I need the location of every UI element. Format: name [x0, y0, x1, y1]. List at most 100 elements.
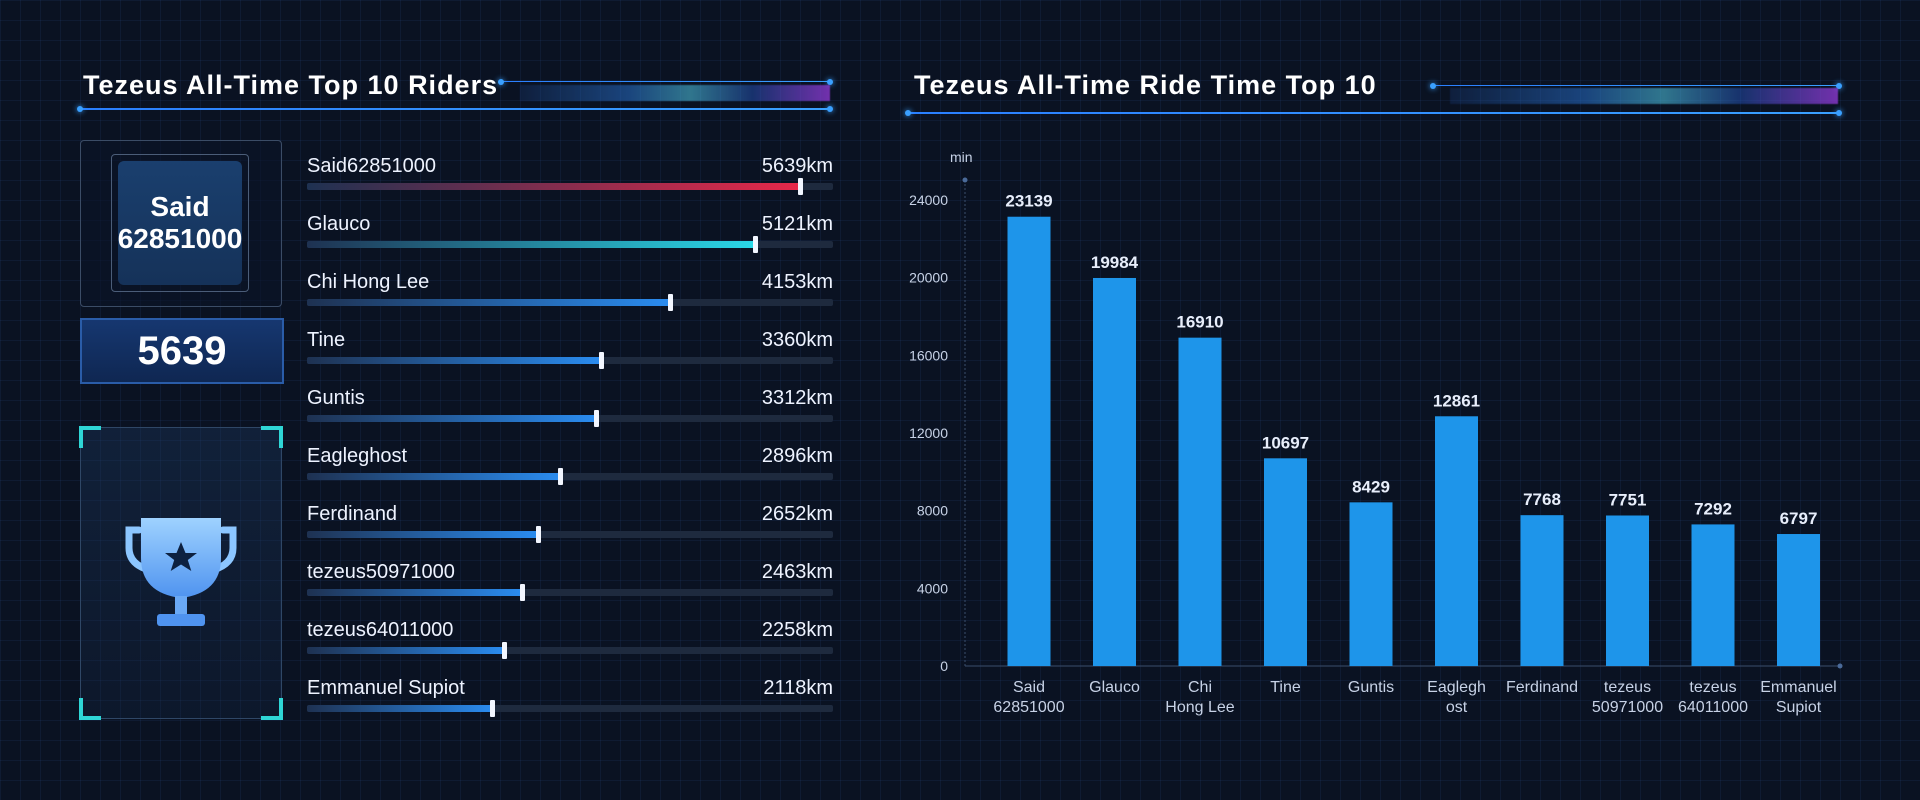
- chart-overline-dot-left: [1430, 83, 1436, 89]
- rider-distance: 5639km: [761, 155, 833, 177]
- bar-value-label: 19984: [1091, 253, 1139, 272]
- rider-progress-track: [307, 468, 833, 485]
- x-axis-end-dot: [1837, 663, 1843, 669]
- chart-title-dot-left: [905, 110, 911, 116]
- rider-name: Guntis: [307, 387, 365, 409]
- rider-progress-marker: [536, 526, 541, 543]
- top-rider-avatar: Said 62851000: [118, 161, 242, 285]
- y-tick-label: 12000: [909, 425, 948, 441]
- bar: [1178, 337, 1222, 666]
- rider-row: tezeus50971000 2463km: [307, 561, 833, 611]
- bar: [1264, 458, 1307, 666]
- rider-name: tezeus64011000: [307, 619, 454, 641]
- riders-panel-title: Tezeus All-Time Top 10 Riders: [83, 70, 499, 100]
- x-category-label: Chi: [1188, 679, 1212, 696]
- rider-progress-marker: [798, 178, 803, 195]
- rider-name: Tine: [307, 329, 346, 351]
- rider-row: Emmanuel Supiot 2118km: [307, 677, 833, 727]
- rider-name: tezeus50971000: [307, 561, 455, 583]
- rider-progress-track: [307, 352, 833, 369]
- bar-value-label: 23139: [1005, 192, 1052, 211]
- rider-distance: 3312km: [761, 387, 833, 409]
- rider-progress-marker: [490, 700, 495, 717]
- rider-row: Guntis 3312km: [307, 387, 833, 437]
- rider-progress-track: [307, 410, 833, 427]
- rider-distance: 5121km: [761, 213, 833, 235]
- rider-name: Said62851000: [307, 155, 437, 177]
- rider-progress-track: [307, 642, 833, 659]
- rider-progress-fill: [307, 531, 539, 538]
- rider-progress-fill: [307, 415, 597, 422]
- bar-value-label: 6797: [1780, 509, 1818, 528]
- rider-name: Ferdinand: [307, 503, 398, 525]
- bar: [1520, 515, 1564, 666]
- ride-time-chart-title: Tezeus All-Time Ride Time Top 10: [914, 70, 1377, 100]
- rider-progress-track: [307, 236, 833, 253]
- y-axis-unit-label: min: [950, 149, 973, 165]
- x-category-label: 64011000: [1678, 699, 1748, 716]
- rider-distance: 2652km: [761, 503, 833, 525]
- riders-overline-dot-right: [827, 79, 833, 85]
- bar-value-label: 7768: [1523, 490, 1561, 509]
- x-category-label: Eaglegh: [1427, 679, 1486, 696]
- x-category-label: 62851000: [993, 699, 1064, 716]
- rider-progress-fill: [307, 473, 561, 480]
- rider-progress-marker: [753, 236, 758, 253]
- y-tick-label: 24000: [909, 192, 948, 208]
- bar: [1691, 524, 1735, 666]
- bar-value-label: 12861: [1433, 391, 1480, 410]
- bar-value-label: 7751: [1609, 491, 1647, 510]
- rider-progress-track: [307, 526, 833, 543]
- riders-title-underline: [80, 108, 830, 110]
- rider-name: Chi Hong Lee: [307, 271, 430, 293]
- rider-distance: 2118km: [763, 677, 833, 699]
- trophy-icon: [125, 518, 237, 626]
- bar-value-label: 7292: [1694, 499, 1732, 518]
- top-rider-avatar-frame: Said 62851000: [80, 140, 282, 307]
- y-axis-end-dot: [962, 177, 968, 183]
- y-tick-label: 0: [940, 658, 948, 674]
- rider-row: Said62851000 5639km: [307, 155, 833, 205]
- x-category-label: Said: [1013, 679, 1045, 696]
- x-category-label: tezeus: [1604, 679, 1651, 696]
- x-category-label: Supiot: [1776, 699, 1822, 716]
- x-category-label: 50971000: [1592, 699, 1663, 716]
- riders-title-dot-right: [827, 106, 833, 112]
- y-tick-label: 8000: [917, 503, 948, 519]
- rider-progress-fill: [307, 705, 493, 712]
- bar: [1007, 216, 1051, 666]
- bar-value-label: 16910: [1176, 313, 1223, 332]
- riders-title-dot-left: [77, 106, 83, 112]
- rider-progress-fill: [307, 589, 523, 596]
- rider-name: Emmanuel Supiot: [307, 677, 465, 699]
- rider-row: Glauco 5121km: [307, 213, 833, 263]
- rider-progress-fill: [307, 183, 801, 190]
- rider-progress-marker: [599, 352, 604, 369]
- chart-title-overline: [1432, 85, 1840, 86]
- chart-title-glow-bar: [1450, 88, 1838, 104]
- rider-distance: 2258km: [761, 619, 833, 641]
- rider-distance: 4153km: [761, 271, 833, 293]
- top-rider-name-line2: 62851000: [117, 223, 243, 254]
- rider-progress-marker: [502, 642, 507, 659]
- chart-title-underline: [908, 112, 1840, 114]
- rider-row: Eagleghost 2896km: [307, 445, 833, 495]
- chart-overline-dot-right: [1836, 83, 1842, 89]
- bar: [1093, 277, 1136, 666]
- rider-progress-fill: [307, 241, 756, 248]
- rider-progress-fill: [307, 357, 602, 364]
- top-rider-score: 5639: [80, 318, 284, 384]
- y-tick-label: 16000: [909, 347, 948, 363]
- bar: [1606, 515, 1649, 666]
- rider-row: Tine 3360km: [307, 329, 833, 379]
- bar-value-label: 8429: [1352, 477, 1390, 496]
- rider-distance: 2896km: [761, 445, 833, 467]
- rider-progress-track: [307, 294, 833, 311]
- rider-name: Eagleghost: [307, 445, 408, 467]
- rider-row: Ferdinand 2652km: [307, 503, 833, 553]
- rider-distance: 2463km: [761, 561, 833, 583]
- y-tick-label: 4000: [917, 580, 948, 596]
- rider-progress-marker: [520, 584, 525, 601]
- bar-value-label: 10697: [1262, 433, 1309, 452]
